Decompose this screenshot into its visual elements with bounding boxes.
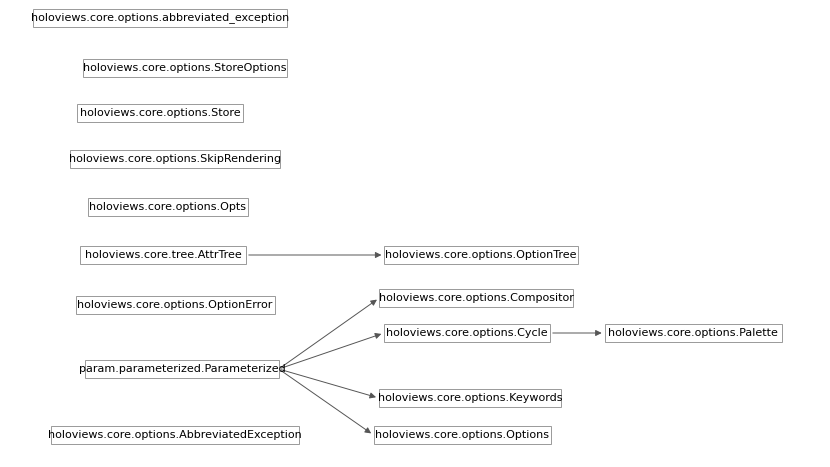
FancyBboxPatch shape bbox=[80, 246, 246, 264]
Text: holoviews.core.options.OptionTree: holoviews.core.options.OptionTree bbox=[385, 250, 577, 260]
FancyBboxPatch shape bbox=[378, 389, 561, 407]
FancyBboxPatch shape bbox=[384, 324, 550, 342]
Text: holoviews.core.options.Cycle: holoviews.core.options.Cycle bbox=[386, 328, 548, 338]
FancyBboxPatch shape bbox=[384, 246, 578, 264]
FancyBboxPatch shape bbox=[604, 324, 782, 342]
Text: holoviews.core.options.Store: holoviews.core.options.Store bbox=[80, 108, 241, 118]
FancyBboxPatch shape bbox=[76, 296, 275, 314]
FancyBboxPatch shape bbox=[85, 360, 279, 378]
FancyBboxPatch shape bbox=[77, 104, 243, 122]
FancyBboxPatch shape bbox=[374, 426, 550, 444]
FancyBboxPatch shape bbox=[83, 59, 287, 77]
Text: holoviews.core.tree.AttrTree: holoviews.core.tree.AttrTree bbox=[85, 250, 242, 260]
Text: holoviews.core.options.abbreviated_exception: holoviews.core.options.abbreviated_excep… bbox=[31, 13, 289, 23]
Text: holoviews.core.options.Palette: holoviews.core.options.Palette bbox=[608, 328, 778, 338]
Text: param.parameterized.Parameterized: param.parameterized.Parameterized bbox=[79, 364, 286, 374]
Text: holoviews.core.options.Opts: holoviews.core.options.Opts bbox=[90, 202, 247, 212]
FancyBboxPatch shape bbox=[33, 9, 287, 27]
FancyBboxPatch shape bbox=[51, 426, 300, 444]
Text: holoviews.core.options.Compositor: holoviews.core.options.Compositor bbox=[378, 293, 574, 303]
Text: holoviews.core.options.StoreOptions: holoviews.core.options.StoreOptions bbox=[83, 63, 286, 73]
FancyBboxPatch shape bbox=[379, 289, 573, 307]
Text: holoviews.core.options.AbbreviatedException: holoviews.core.options.AbbreviatedExcept… bbox=[48, 430, 302, 440]
Text: holoviews.core.options.SkipRendering: holoviews.core.options.SkipRendering bbox=[69, 154, 281, 164]
Text: holoviews.core.options.OptionError: holoviews.core.options.OptionError bbox=[77, 300, 273, 310]
Text: holoviews.core.options.Options: holoviews.core.options.Options bbox=[375, 430, 549, 440]
FancyBboxPatch shape bbox=[70, 150, 280, 168]
FancyBboxPatch shape bbox=[88, 198, 248, 216]
Text: holoviews.core.options.Keywords: holoviews.core.options.Keywords bbox=[378, 393, 562, 403]
